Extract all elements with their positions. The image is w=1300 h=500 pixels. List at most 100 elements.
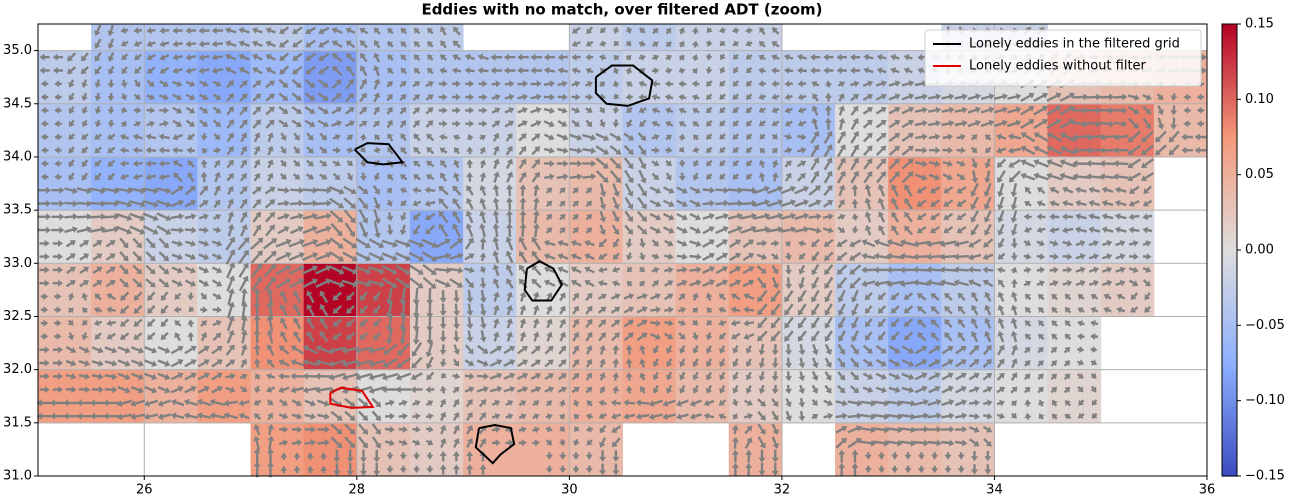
velocity-arrow xyxy=(570,239,582,247)
velocity-arrow xyxy=(400,212,407,221)
velocity-arrow xyxy=(275,238,292,248)
velocity-arrow xyxy=(343,197,357,209)
velocity-arrow xyxy=(452,358,460,367)
velocity-arrow xyxy=(955,346,967,355)
velocity-arrow xyxy=(970,182,979,197)
velocity-arrow xyxy=(452,54,462,61)
velocity-arrow xyxy=(891,331,900,341)
velocity-arrow xyxy=(835,412,848,420)
colorbar-step xyxy=(1222,165,1237,170)
velocity-arrow xyxy=(886,413,903,421)
velocity-arrow xyxy=(863,53,874,61)
velocity-arrow xyxy=(145,133,157,141)
velocity-arrow xyxy=(746,66,753,74)
velocity-arrow xyxy=(785,344,793,356)
velocity-arrow xyxy=(1011,291,1018,302)
velocity-arrow xyxy=(664,293,674,301)
velocity-arrow xyxy=(798,398,806,408)
velocity-arrow xyxy=(942,173,953,181)
velocity-arrow xyxy=(267,145,274,156)
velocity-arrow xyxy=(557,67,568,74)
velocity-arrow xyxy=(315,225,332,234)
velocity-arrow xyxy=(530,120,542,128)
velocity-arrow xyxy=(1142,226,1153,234)
eddy-contour xyxy=(329,386,375,409)
velocity-arrow xyxy=(676,212,688,221)
velocity-arrow xyxy=(877,184,885,197)
velocity-arrow xyxy=(358,120,368,128)
velocity-arrow xyxy=(319,146,328,154)
velocity-arrow xyxy=(129,200,146,208)
velocity-arrow xyxy=(956,133,966,141)
velocity-arrow xyxy=(278,386,290,394)
velocity-arrow xyxy=(917,332,927,342)
velocity-arrow xyxy=(718,306,727,314)
velocity-arrow xyxy=(133,40,143,47)
velocity-arrow xyxy=(930,332,940,342)
velocity-arrow xyxy=(678,67,686,75)
velocity-arrow xyxy=(836,251,848,261)
velocity-arrow xyxy=(398,425,408,433)
velocity-arrow xyxy=(290,345,304,355)
velocity-arrow xyxy=(1113,107,1128,114)
velocity-arrow xyxy=(306,304,315,317)
velocity-arrow xyxy=(715,199,729,207)
velocity-arrow xyxy=(719,358,726,368)
velocity-arrow xyxy=(1077,412,1085,419)
velocity-arrow xyxy=(412,314,420,332)
velocity-arrow xyxy=(666,345,673,354)
velocity-arrow xyxy=(585,331,593,342)
velocity-arrow xyxy=(427,41,434,48)
x-tick-label: 28 xyxy=(349,483,366,498)
velocity-arrow xyxy=(518,439,527,447)
velocity-arrow xyxy=(997,344,1005,356)
velocity-arrow xyxy=(797,93,807,101)
velocity-arrow xyxy=(703,399,715,407)
colorbar-step xyxy=(1222,472,1237,477)
velocity-arrow xyxy=(785,398,792,408)
velocity-arrow xyxy=(727,212,743,220)
velocity-arrow xyxy=(240,358,247,368)
velocity-arrow xyxy=(612,183,620,197)
velocity-arrow xyxy=(1007,106,1022,114)
velocity-arrow xyxy=(89,200,106,208)
velocity-arrow xyxy=(492,236,500,251)
velocity-arrow xyxy=(771,371,779,382)
velocity-arrow xyxy=(1075,186,1087,194)
velocity-arrow xyxy=(864,465,872,474)
velocity-arrow xyxy=(504,120,514,128)
velocity-arrow xyxy=(941,106,955,114)
velocity-arrow xyxy=(903,292,914,300)
velocity-arrow xyxy=(439,133,448,141)
velocity-arrow xyxy=(1024,412,1032,420)
velocity-arrow xyxy=(1072,160,1090,167)
velocity-arrow xyxy=(412,327,420,345)
velocity-arrow xyxy=(718,413,727,420)
velocity-arrow xyxy=(1051,293,1058,301)
velocity-arrow xyxy=(68,79,75,88)
velocity-arrow xyxy=(68,172,75,181)
velocity-arrow xyxy=(104,360,118,367)
colorbar-step xyxy=(1222,271,1237,275)
velocity-arrow xyxy=(638,107,647,114)
velocity-arrow xyxy=(611,437,621,448)
velocity-arrow xyxy=(119,160,129,167)
velocity-arrow xyxy=(771,27,780,35)
velocity-arrow xyxy=(105,280,116,288)
velocity-arrow xyxy=(970,223,980,236)
velocity-arrow xyxy=(692,292,699,301)
velocity-arrow xyxy=(368,386,386,394)
velocity-arrow xyxy=(612,344,620,355)
velocity-arrow xyxy=(373,106,380,116)
velocity-arrow xyxy=(464,266,475,274)
velocity-arrow xyxy=(413,224,421,235)
velocity-arrow xyxy=(612,358,620,368)
velocity-arrow xyxy=(427,54,434,61)
velocity-arrow xyxy=(928,372,941,381)
velocity-arrow xyxy=(862,372,874,380)
velocity-arrow xyxy=(585,40,594,47)
velocity-arrow xyxy=(158,133,170,141)
velocity-arrow xyxy=(479,134,486,141)
velocity-arrow xyxy=(517,93,529,101)
velocity-arrow xyxy=(253,343,261,356)
